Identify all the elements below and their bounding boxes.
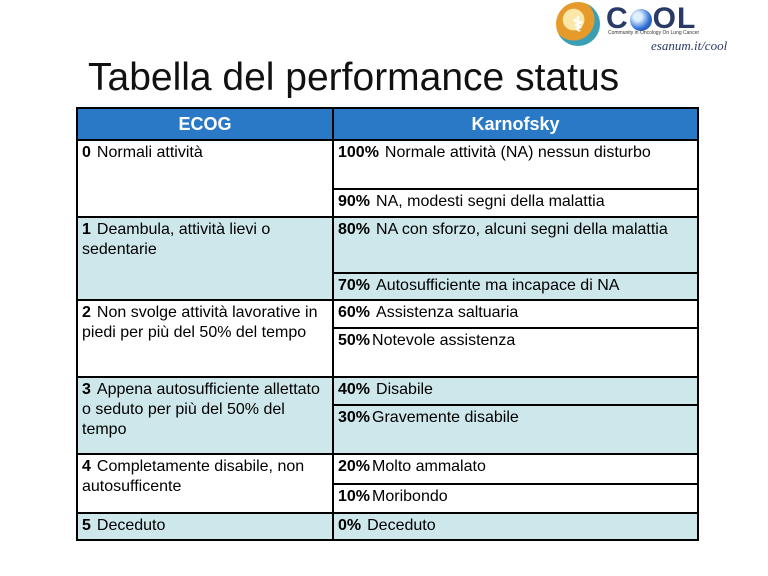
logo-site: esanum.it/cool (651, 38, 728, 53)
header-ecog: ECOG (76, 107, 334, 141)
logo-wordmark: C OL (606, 2, 697, 35)
karnofsky-cell-60: 60% Assistenza saltuaria (332, 298, 699, 329)
header-karnofsky: Karnofsky (332, 107, 699, 141)
karnofsky-cell-80: 80% NA con sforzo, alcuni segni della mal… (332, 215, 699, 275)
karnofsky-cell-90: 90% NA, modesti segni della malattia (332, 188, 699, 218)
page-title: Tabella del performance status (88, 56, 620, 99)
ecog-cell-3: 3 Appena autosufficiente allettato o sedu… (76, 375, 334, 455)
karnofsky-cell-0: 0% Deceduto (332, 512, 699, 541)
karnofsky-cell-40: 40% Disabile (332, 375, 699, 406)
globe-icon (629, 9, 652, 32)
karnofsky-cell-10: 10% Moribondo (332, 482, 699, 515)
karnofsky-cell-70: 70% Autosufficiente ma incapace di NA (332, 272, 699, 301)
karnofsky-cell-50: 50% Notevole assistenza (332, 326, 699, 378)
performance-status-table: ECOG Karnofsky 0 Normali attività 100% Nor… (76, 107, 699, 541)
ecog-cell-2: 2 Non svolge attività lavorative in piedi… (76, 298, 334, 378)
ecog-cell-5: 5 Deceduto (76, 512, 334, 541)
caduceus-emblem-icon: ⚕ (556, 2, 600, 46)
ecog-cell-1: 1 Deambula, attività lievi o sedentarie (76, 215, 334, 301)
ecog-cell-4: 4 Completamente disabile, non autosuffice… (76, 452, 334, 515)
cool-logo: ⚕ C OL Community in Oncology On Lung Canc… (556, 0, 756, 64)
ecog-cell-0: 0 Normali attività (76, 139, 334, 218)
karnofsky-cell-30: 30% Gravemente disabile (332, 403, 699, 455)
karnofsky-cell-20: 20% Molto ammalato (332, 452, 699, 485)
logo-tagline: Community in Oncology On Lung Cancer (608, 30, 700, 36)
karnofsky-cell-100: 100% Normale attività (NA) nessun disturb… (332, 138, 699, 191)
